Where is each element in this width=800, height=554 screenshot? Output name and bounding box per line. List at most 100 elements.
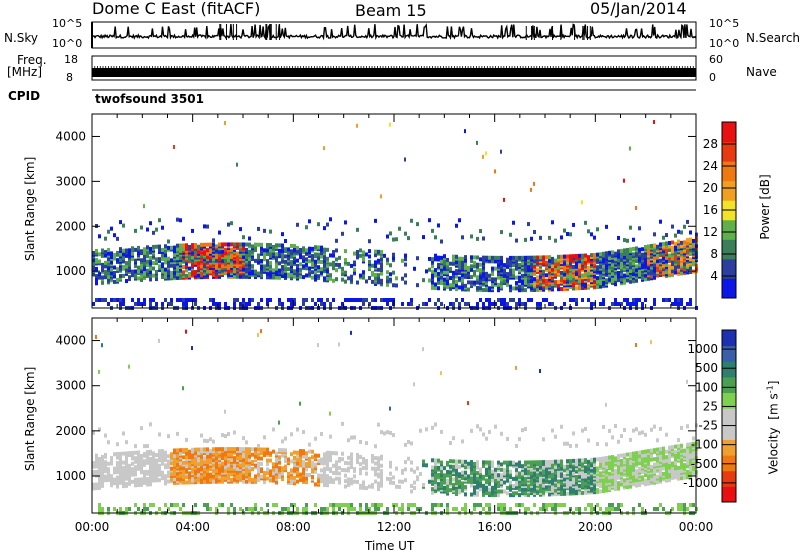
power-cell	[266, 242, 269, 247]
power-cell	[275, 263, 278, 268]
velocity-cell	[110, 481, 113, 486]
power-cell	[689, 302, 692, 306]
power-cell	[491, 271, 494, 276]
velocity-cell	[209, 477, 212, 482]
power-cell	[680, 230, 683, 235]
velocity-cell	[434, 474, 437, 479]
velocity-cell	[131, 461, 134, 466]
power-cell	[629, 261, 632, 266]
power-cell	[122, 264, 125, 269]
velocity-cell	[116, 452, 119, 457]
power-cell	[467, 273, 470, 278]
power-cell	[380, 257, 383, 262]
power-cell	[386, 257, 389, 262]
velocity-cell	[497, 489, 500, 494]
power-noise-cell	[635, 205, 637, 210]
velocity-cell	[443, 476, 446, 481]
power-cell	[638, 298, 641, 302]
velocity-cell	[410, 489, 413, 494]
power-cell	[245, 302, 248, 306]
velocity-cell	[422, 482, 425, 487]
velocity-cell	[143, 473, 146, 478]
power-cell	[329, 262, 332, 267]
velocity-cell	[212, 439, 215, 444]
velocity-cell	[272, 503, 275, 507]
velocity-cell	[389, 460, 392, 465]
velocity-cell	[302, 460, 305, 465]
velocity-cell	[338, 503, 341, 507]
power-cell	[515, 286, 518, 291]
power-cell	[551, 220, 554, 225]
velocity-cell	[209, 507, 212, 511]
power-cell	[686, 263, 689, 268]
power-cell	[266, 275, 269, 280]
power-cell	[572, 264, 575, 269]
velocity-cell	[221, 433, 224, 438]
power-cell	[605, 260, 608, 265]
power-cell	[287, 250, 290, 255]
power-cell	[488, 286, 491, 291]
velocity-cell	[377, 485, 380, 490]
velocity-cell	[548, 463, 551, 468]
power-cell	[467, 265, 470, 270]
power-cell	[296, 272, 299, 277]
velocity-cell	[488, 491, 491, 496]
velocity-cell	[167, 470, 170, 475]
power-cell	[272, 244, 275, 249]
velocity-cell	[434, 467, 437, 472]
velocity-cell	[254, 447, 257, 452]
power-cell	[290, 243, 293, 248]
velocity-cell	[326, 474, 329, 479]
velocity-cell	[479, 427, 482, 432]
velocity-cell	[347, 477, 350, 482]
power-cell	[269, 229, 272, 234]
power-cell	[572, 273, 575, 278]
power-cell	[683, 240, 686, 245]
power-cell	[164, 267, 167, 272]
power-cell	[140, 258, 143, 263]
velocity-cell	[101, 465, 104, 470]
velocity-cell	[371, 454, 374, 459]
power-cell	[320, 298, 323, 302]
power-cell	[161, 267, 164, 272]
power-cell	[437, 223, 440, 228]
velocity-cell	[167, 474, 170, 479]
velocity-cell	[443, 486, 446, 491]
power-cell	[557, 280, 560, 285]
power-cell	[119, 274, 122, 279]
velocity-cell	[167, 434, 170, 439]
power-cell	[443, 266, 446, 271]
power-cell	[296, 246, 299, 251]
velocity-noise-cell	[182, 386, 184, 391]
power-cell	[527, 222, 530, 227]
velocity-cell	[305, 462, 308, 467]
velocity-cell	[119, 507, 122, 511]
velocity-cell	[530, 471, 533, 476]
power-cell	[452, 258, 455, 263]
velocity-cell	[344, 461, 347, 466]
power-cell	[671, 249, 674, 254]
velocity-cell	[170, 461, 173, 466]
power-cell	[455, 223, 458, 228]
velocity-cell	[173, 477, 176, 482]
power-cell	[317, 222, 320, 227]
velocity-cell	[365, 458, 368, 463]
power-cell	[518, 298, 521, 302]
velocity-cell	[458, 479, 461, 484]
power-cell	[578, 264, 581, 269]
power-cell	[248, 242, 251, 247]
power-cell	[512, 273, 515, 278]
power-cell	[275, 243, 278, 248]
velocity-cell	[101, 458, 104, 463]
velocity-cell	[542, 483, 545, 488]
velocity-cell	[554, 474, 557, 479]
velocity-cell	[413, 503, 416, 507]
velocity-cell	[440, 503, 443, 507]
velocity-cell	[317, 473, 320, 478]
power-cell	[305, 262, 308, 267]
power-cell	[602, 302, 605, 306]
velocity-cell	[359, 503, 362, 507]
power-cell	[686, 241, 689, 246]
power-cell	[560, 270, 563, 275]
velocity-cell	[281, 477, 284, 482]
